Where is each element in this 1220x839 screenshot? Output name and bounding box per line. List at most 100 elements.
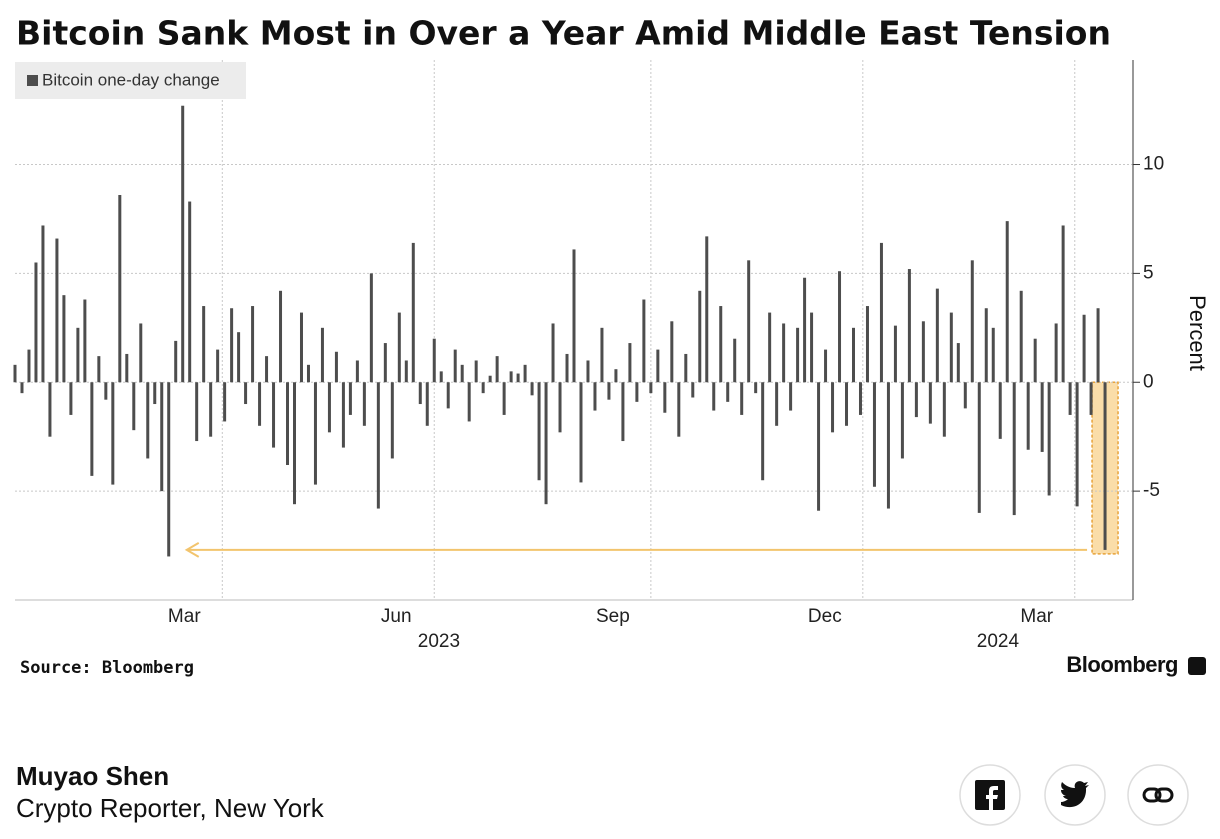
bar bbox=[495, 356, 499, 383]
bar bbox=[817, 382, 821, 511]
bar bbox=[907, 269, 911, 383]
bar bbox=[544, 382, 548, 505]
bar bbox=[754, 382, 758, 394]
bar bbox=[425, 382, 429, 426]
bar bbox=[62, 295, 66, 383]
bar bbox=[432, 338, 436, 383]
y-tick-label: 10 bbox=[1143, 154, 1164, 175]
brand-icon bbox=[1188, 657, 1206, 675]
bar bbox=[831, 382, 835, 433]
bar bbox=[865, 306, 869, 383]
bar bbox=[13, 364, 17, 383]
bar bbox=[509, 371, 513, 383]
bar bbox=[1040, 382, 1044, 452]
bar bbox=[355, 360, 359, 383]
bar bbox=[453, 349, 457, 383]
bar bbox=[125, 353, 129, 383]
bar bbox=[286, 382, 290, 465]
bar bbox=[656, 349, 660, 383]
bar bbox=[635, 382, 639, 402]
bar bbox=[970, 260, 974, 383]
bar bbox=[376, 382, 380, 509]
bar bbox=[852, 327, 855, 383]
bar bbox=[272, 382, 276, 448]
bar bbox=[824, 349, 828, 383]
bar bbox=[55, 238, 59, 383]
bar bbox=[698, 290, 702, 383]
bar bbox=[111, 382, 115, 485]
bar bbox=[1047, 382, 1051, 496]
bar bbox=[460, 364, 464, 383]
bar bbox=[775, 382, 779, 426]
bar bbox=[1089, 382, 1093, 415]
bar bbox=[1103, 382, 1107, 550]
bar bbox=[502, 382, 506, 415]
bar bbox=[48, 382, 52, 437]
bar bbox=[404, 360, 408, 383]
x-tick-label: Mar bbox=[1020, 606, 1053, 627]
bar bbox=[719, 306, 723, 383]
bar bbox=[76, 327, 80, 383]
facebook-button[interactable] bbox=[959, 764, 1021, 826]
y-tick-label: 0 bbox=[1143, 371, 1154, 392]
legend-swatch bbox=[27, 75, 38, 86]
bar bbox=[188, 201, 192, 383]
bar bbox=[397, 312, 401, 383]
twitter-button[interactable] bbox=[1044, 764, 1106, 826]
bar bbox=[104, 382, 108, 400]
y-tick-label: 5 bbox=[1143, 262, 1154, 283]
bar bbox=[677, 382, 681, 437]
bar bbox=[621, 382, 625, 442]
bar bbox=[600, 327, 604, 383]
bar bbox=[572, 249, 576, 383]
bar bbox=[258, 382, 262, 426]
bar bbox=[320, 327, 324, 383]
legend-box bbox=[15, 62, 246, 99]
bar bbox=[411, 242, 415, 383]
copy-link-button[interactable] bbox=[1127, 764, 1189, 826]
bar bbox=[27, 349, 31, 383]
bar bbox=[293, 382, 296, 505]
bar bbox=[782, 323, 786, 383]
bar bbox=[418, 382, 422, 405]
bar bbox=[740, 382, 744, 415]
bar bbox=[383, 343, 387, 383]
x-tick-label: Dec bbox=[808, 606, 842, 627]
bar bbox=[146, 382, 150, 459]
x-tick-label: Mar bbox=[168, 606, 201, 627]
bar bbox=[97, 356, 101, 383]
bar bbox=[341, 382, 345, 448]
bar bbox=[237, 332, 241, 383]
bar bbox=[838, 271, 842, 383]
bar bbox=[768, 312, 772, 383]
bar bbox=[327, 382, 331, 433]
bar bbox=[614, 369, 618, 383]
bar bbox=[607, 382, 611, 400]
bar bbox=[139, 323, 143, 383]
bar bbox=[810, 312, 814, 383]
bar bbox=[369, 273, 373, 383]
bar bbox=[1082, 314, 1086, 383]
bar bbox=[712, 382, 716, 411]
bar bbox=[789, 382, 793, 411]
bar bbox=[586, 360, 590, 383]
brand: Bloomberg bbox=[1066, 652, 1178, 677]
bar bbox=[593, 382, 597, 411]
bar bbox=[265, 356, 269, 383]
bar bbox=[223, 382, 227, 422]
bar bbox=[900, 382, 904, 459]
bar bbox=[523, 364, 527, 383]
bar bbox=[153, 382, 157, 405]
bar bbox=[230, 308, 234, 383]
bar bbox=[1019, 290, 1023, 383]
bar bbox=[1012, 382, 1016, 516]
bar bbox=[761, 382, 765, 481]
bar bbox=[1068, 382, 1072, 415]
bar bbox=[209, 382, 213, 437]
bar bbox=[914, 382, 918, 418]
bar bbox=[334, 351, 338, 383]
source: Source: Bloomberg bbox=[20, 658, 194, 678]
bar bbox=[160, 382, 164, 492]
bar bbox=[984, 308, 988, 383]
